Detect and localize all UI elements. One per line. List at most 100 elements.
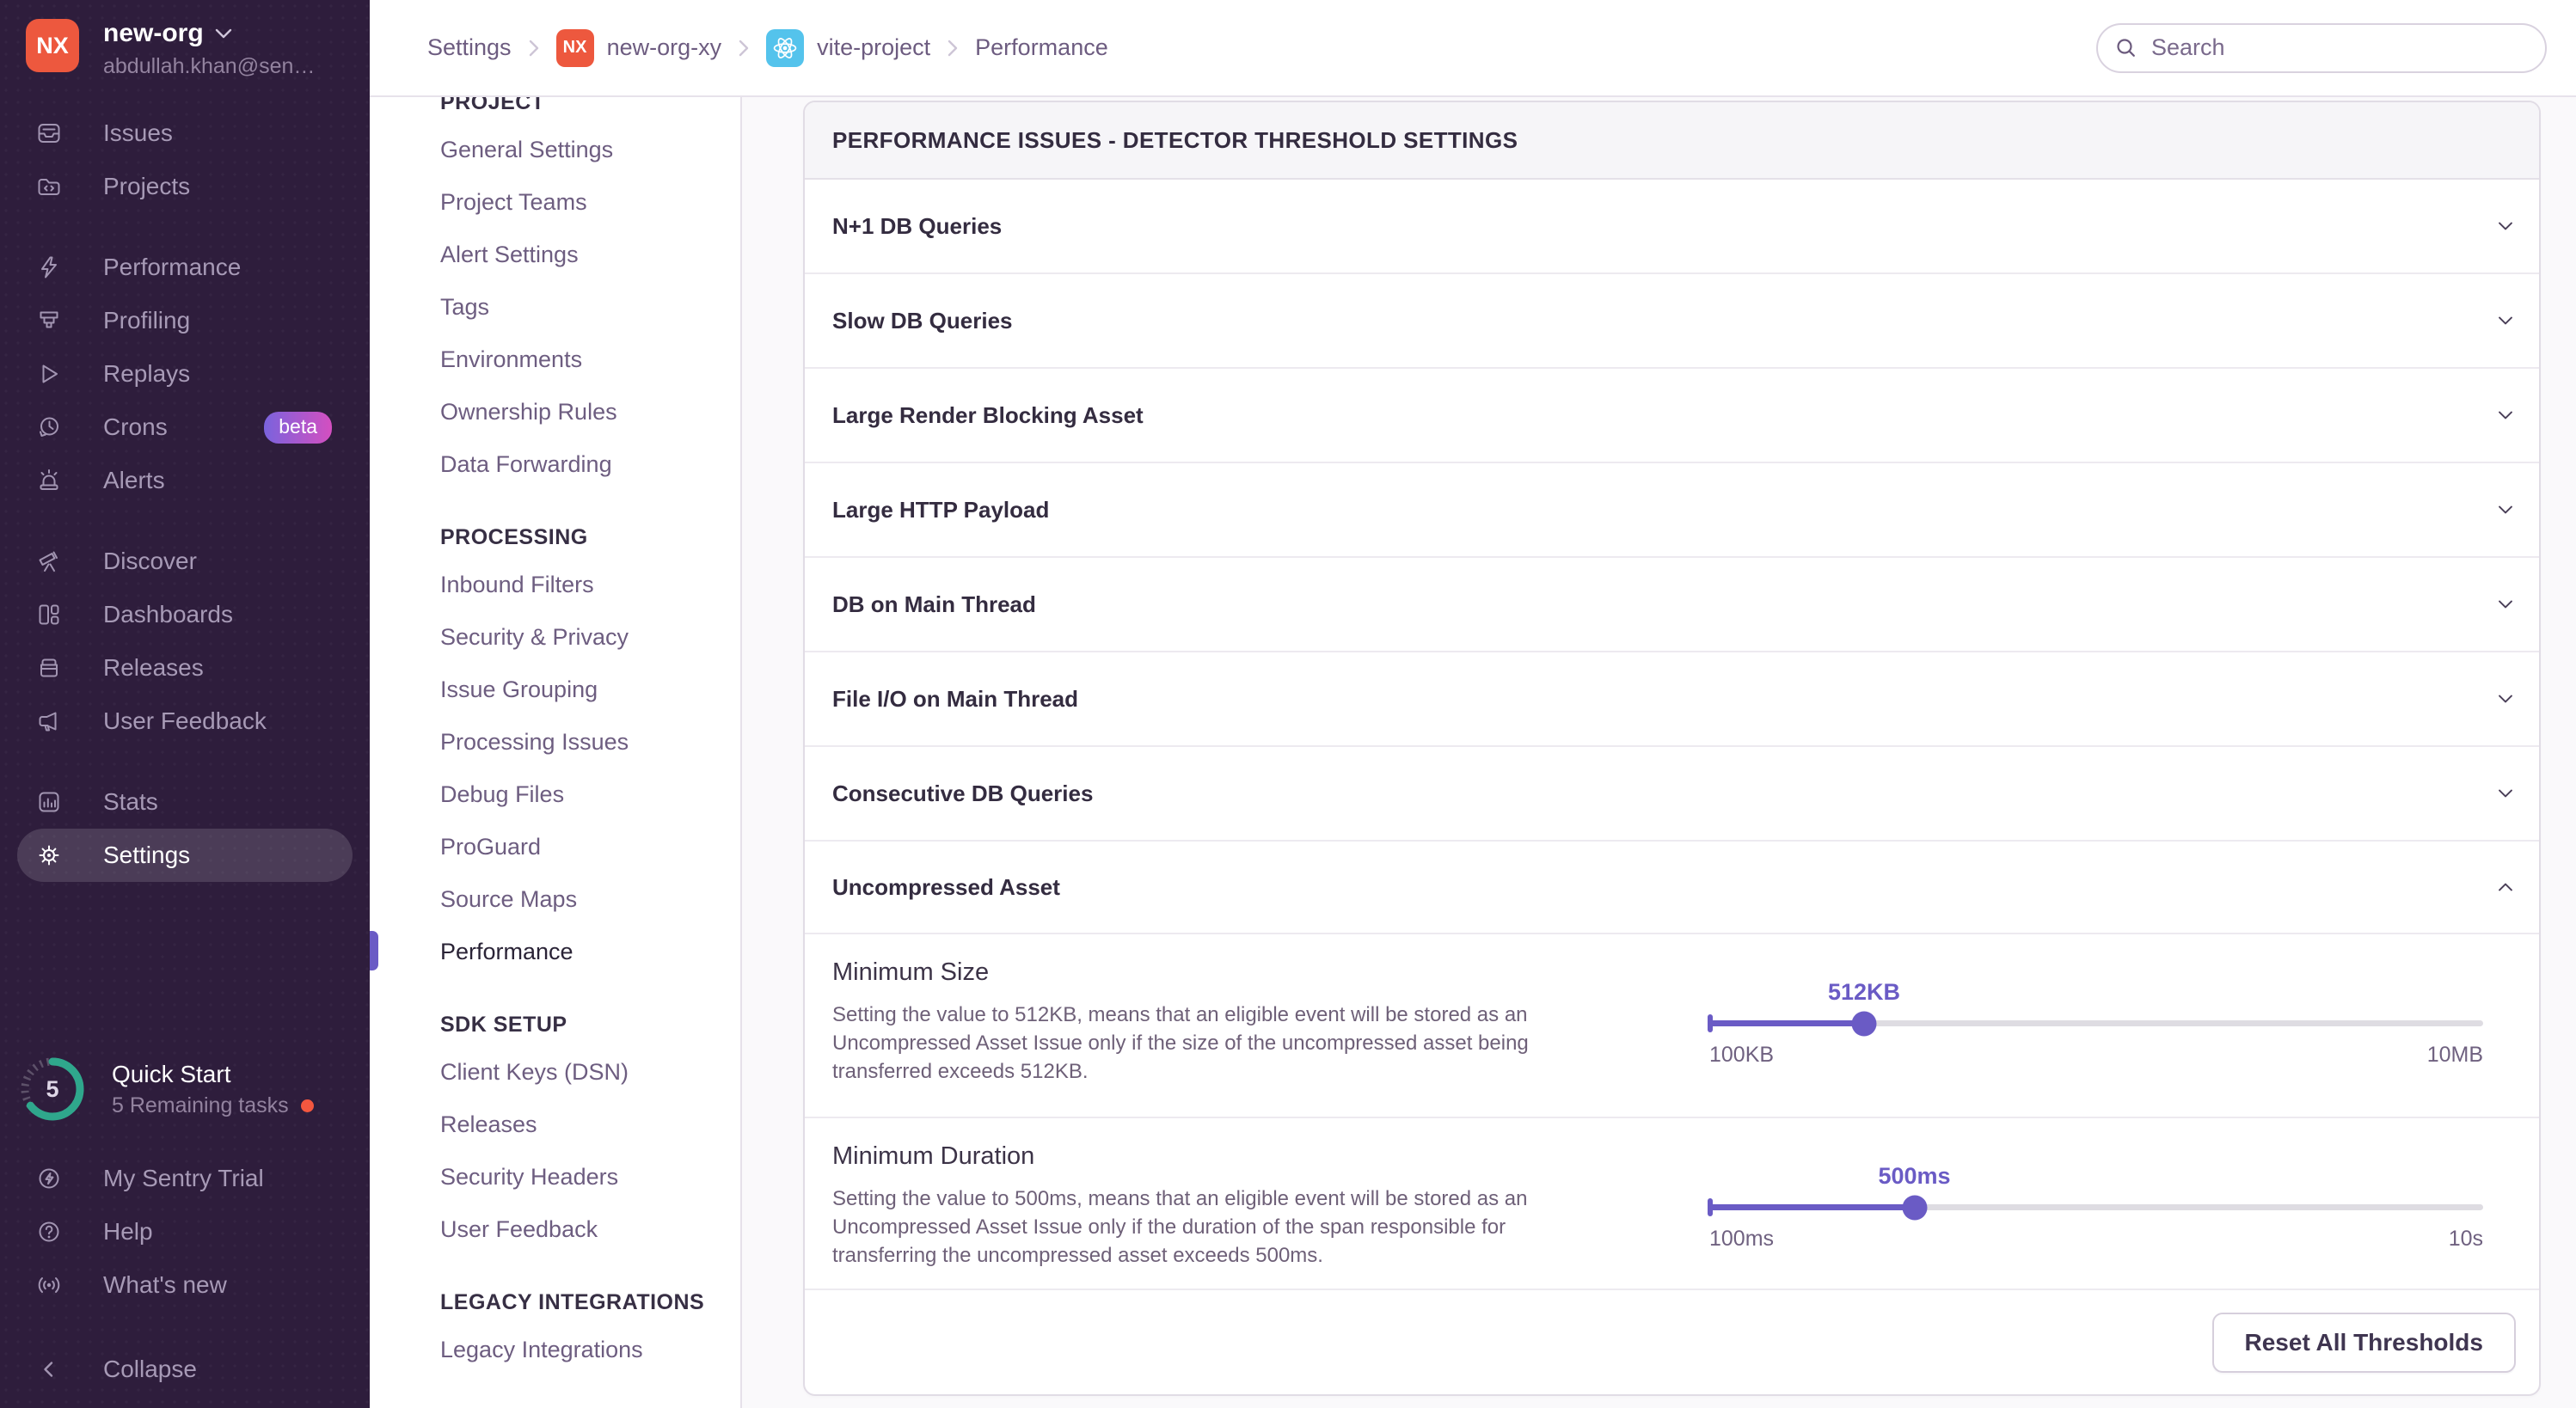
slider-fill <box>1709 1204 1915 1210</box>
settings-nav-item-legacy-integrations[interactable]: Legacy Integrations <box>440 1337 643 1362</box>
org-switcher[interactable]: NX new-org abdullah.khan@sen… <box>0 0 370 79</box>
breadcrumb-project[interactable]: vite-project <box>766 28 930 67</box>
breadcrumb-settings[interactable]: Settings <box>427 34 512 60</box>
lightning-circle-icon <box>36 1166 62 1191</box>
chevron-down-icon <box>2494 782 2525 805</box>
detector-row-n-plus-one-db-queries[interactable]: N+1 DB Queries <box>805 180 2539 274</box>
beta-badge: beta <box>264 411 332 444</box>
settings-nav-item-security-headers[interactable]: Security Headers <box>440 1164 619 1190</box>
settings-nav-item-user-feedback[interactable]: User Feedback <box>440 1216 598 1242</box>
settings-nav-item-general-settings[interactable]: General Settings <box>440 137 614 162</box>
sidebar-item-help[interactable]: Help <box>0 1205 370 1258</box>
sidebar-item-projects[interactable]: Projects <box>0 160 370 213</box>
sidebar-item-label: Performance <box>103 254 242 280</box>
settings-nav-item-inbound-filters[interactable]: Inbound Filters <box>440 572 594 597</box>
sidebar-item-alerts[interactable]: Alerts <box>0 454 370 507</box>
breadcrumb-org[interactable]: NX new-org-xy <box>555 28 721 67</box>
chevron-up-icon <box>2494 876 2525 898</box>
settings-nav-item-debug-files[interactable]: Debug Files <box>440 781 565 807</box>
sidebar-item-discover[interactable]: Discover <box>0 535 370 588</box>
slider-min-label: 100KB <box>1709 1043 1775 1067</box>
play-icon <box>36 361 62 387</box>
settings-nav-item-performance[interactable]: Performance <box>370 926 715 978</box>
search-icon <box>2113 35 2139 65</box>
siren-icon <box>36 468 62 493</box>
chevron-down-icon <box>2494 215 2525 237</box>
search-input[interactable] <box>2096 22 2547 73</box>
sidebar-item-whats-new[interactable]: What's new <box>0 1258 370 1312</box>
sidebar-item-stats[interactable]: Stats <box>0 775 370 829</box>
collapse-label: Collapse <box>103 1356 197 1382</box>
sidebar-item-label: Issues <box>103 119 173 146</box>
slider-track[interactable] <box>1708 1195 2483 1220</box>
detector-row-large-render-blocking-asset[interactable]: Large Render Blocking Asset <box>805 369 2539 463</box>
sidebar-item-label: User Feedback <box>103 707 267 734</box>
setting-description: Setting the value to 500ms, means that a… <box>832 1187 1528 1267</box>
slider-value: 512KB <box>1827 979 1901 1005</box>
settings-nav-item-processing-issues[interactable]: Processing Issues <box>440 729 629 755</box>
sidebar-item-label: Settings <box>103 842 191 868</box>
detector-label: Slow DB Queries <box>832 307 1013 334</box>
settings-nav-section-sdk-setup: SDK SETUP <box>440 1013 567 1037</box>
settings-nav-item-security-privacy[interactable]: Security & Privacy <box>440 624 629 650</box>
collapse-sidebar-button[interactable]: Collapse <box>0 1343 370 1396</box>
setting-title: Minimum Duration <box>832 1142 1035 1170</box>
archive-box-icon <box>36 655 62 681</box>
detector-row-uncompressed-asset[interactable]: Uncompressed Asset <box>805 842 2539 934</box>
sidebar-item-profiling[interactable]: Profiling <box>0 294 370 347</box>
settings-nav-item-issue-grouping[interactable]: Issue Grouping <box>440 676 598 702</box>
detector-row-consecutive-db-queries[interactable]: Consecutive DB Queries <box>805 747 2539 842</box>
sidebar-item-label: My Sentry Trial <box>103 1165 264 1191</box>
sidebar-item-issues[interactable]: Issues <box>0 107 370 160</box>
settings-nav-item-project-teams[interactable]: Project Teams <box>440 189 587 215</box>
settings-nav-item-environments[interactable]: Environments <box>440 346 583 372</box>
settings-nav-item-ownership-rules[interactable]: Ownership Rules <box>440 399 617 425</box>
chevron-left-icon <box>36 1356 62 1382</box>
settings-nav: PROJECT General Settings Project Teams A… <box>370 97 742 1408</box>
detector-label: N+1 DB Queries <box>832 212 1003 239</box>
sidebar-item-user-feedback[interactable]: User Feedback <box>0 695 370 748</box>
slider-track[interactable] <box>1708 1011 2483 1036</box>
primary-nav: Issues Projects Performance Profiling <box>0 79 370 882</box>
sidebar-item-releases[interactable]: Releases <box>0 641 370 695</box>
settings-nav-item-source-maps[interactable]: Source Maps <box>440 886 578 912</box>
sidebar-item-label: What's new <box>103 1271 227 1298</box>
chevron-right-icon <box>736 37 751 59</box>
sidebar-item-performance[interactable]: Performance <box>0 241 370 294</box>
settings-nav-item-proguard[interactable]: ProGuard <box>440 834 542 860</box>
sidebar-item-crons[interactable]: Crons beta <box>0 401 370 454</box>
notification-dot <box>300 1099 314 1112</box>
sidebar-item-my-sentry-trial[interactable]: My Sentry Trial <box>0 1152 370 1205</box>
quick-start-widget[interactable]: 5 Quick Start 5 Remaining tasks <box>0 1056 370 1123</box>
setting-title: Minimum Size <box>832 958 990 986</box>
chevron-down-icon <box>214 27 233 45</box>
detector-row-file-io-on-main-thread[interactable]: File I/O on Main Thread <box>805 652 2539 747</box>
stats-icon <box>36 789 62 815</box>
slider-handle[interactable] <box>1851 1011 1877 1036</box>
detector-label: Uncompressed Asset <box>832 873 1060 900</box>
chevron-down-icon <box>2494 404 2525 426</box>
settings-nav-item-releases[interactable]: Releases <box>440 1111 537 1137</box>
gear-icon <box>36 842 62 868</box>
settings-nav-item-tags[interactable]: Tags <box>440 294 490 320</box>
detector-label: Large HTTP Payload <box>832 496 1050 523</box>
panel-footer: Reset All Thresholds <box>805 1290 2539 1394</box>
reset-all-thresholds-button[interactable]: Reset All Thresholds <box>2211 1312 2516 1373</box>
detector-row-db-on-main-thread[interactable]: DB on Main Thread <box>805 558 2539 652</box>
detector-label: Consecutive DB Queries <box>832 780 1094 806</box>
settings-nav-item-alert-settings[interactable]: Alert Settings <box>440 242 579 267</box>
detector-row-slow-db-queries[interactable]: Slow DB Queries <box>805 274 2539 369</box>
sidebar-item-label: Crons <box>103 413 168 440</box>
sidebar-item-replays[interactable]: Replays <box>0 347 370 401</box>
detector-label: DB on Main Thread <box>832 591 1036 617</box>
org-email: abdullah.khan@sen… <box>103 54 316 78</box>
chevron-down-icon <box>2494 309 2525 332</box>
sidebar-item-settings[interactable]: Settings <box>17 829 353 882</box>
detector-row-large-http-payload[interactable]: Large HTTP Payload <box>805 463 2539 558</box>
slider-handle[interactable] <box>1902 1195 1927 1220</box>
settings-nav-item-data-forwarding[interactable]: Data Forwarding <box>440 451 612 477</box>
sidebar-item-dashboards[interactable]: Dashboards <box>0 588 370 641</box>
settings-nav-item-client-keys[interactable]: Client Keys (DSN) <box>440 1059 629 1085</box>
broadcast-icon <box>36 1272 62 1298</box>
